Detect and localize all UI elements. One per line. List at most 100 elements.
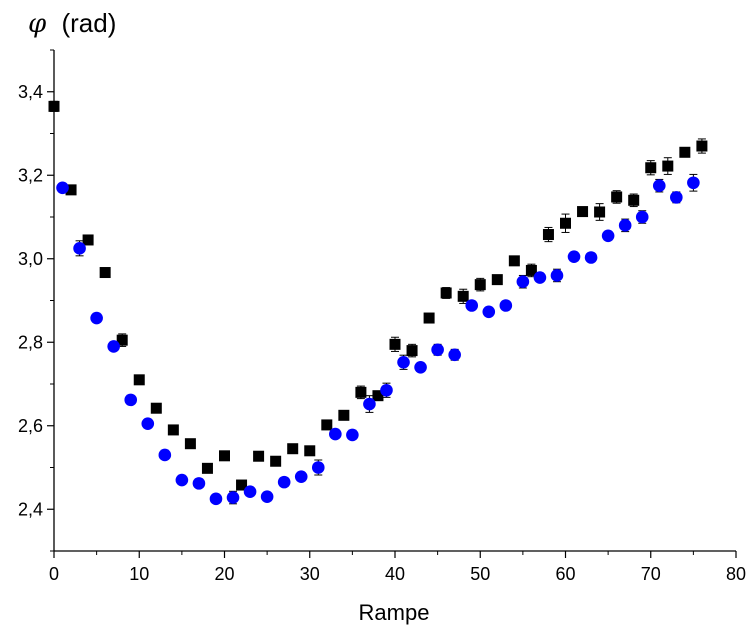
circle-marker xyxy=(260,490,274,504)
circle-marker xyxy=(124,393,138,407)
square-marker xyxy=(423,312,435,324)
square-marker xyxy=(491,274,503,286)
data-markers xyxy=(48,100,708,506)
square-marker xyxy=(338,409,350,421)
square-marker xyxy=(116,334,128,346)
y-tick-label: 2,4 xyxy=(18,499,43,519)
y-tick-label: 2,6 xyxy=(18,416,43,436)
square-marker xyxy=(287,443,299,455)
square-marker xyxy=(645,162,657,174)
square-marker xyxy=(184,438,196,450)
square-marker xyxy=(150,402,162,414)
circle-marker xyxy=(618,219,632,232)
square-marker xyxy=(560,217,571,229)
circle-marker xyxy=(107,340,120,353)
circle-marker xyxy=(243,485,257,499)
circle-marker xyxy=(363,397,376,411)
circle-marker xyxy=(90,311,103,325)
square-marker xyxy=(48,100,60,112)
square-marker xyxy=(201,462,213,474)
circle-marker xyxy=(482,305,496,319)
circle-marker xyxy=(346,428,359,442)
x-tick-label: 30 xyxy=(300,564,320,584)
circle-marker xyxy=(141,417,155,430)
y-axis-symbol: φ xyxy=(28,9,47,39)
circle-marker xyxy=(380,383,393,397)
square-marker xyxy=(253,450,265,462)
y-tick-label: 3,4 xyxy=(18,82,43,102)
circle-marker xyxy=(397,355,410,369)
circle-marker xyxy=(158,448,172,462)
circle-marker xyxy=(635,210,649,224)
x-tick-label: 70 xyxy=(641,564,661,584)
square-marker xyxy=(321,419,333,431)
circle-marker xyxy=(192,477,206,490)
axes: 0 10 20 30 40 50 60 70 80 2,4 2,6 2,8 3,0 3,2 3,4 xyxy=(18,49,746,584)
circle-marker xyxy=(73,242,86,255)
square-marker xyxy=(457,290,469,302)
square-marker xyxy=(236,479,248,491)
circle-marker xyxy=(311,461,325,474)
square-marker xyxy=(628,194,640,206)
y-tick-label: 3,2 xyxy=(18,165,43,185)
square-marker xyxy=(474,279,486,291)
square-marker xyxy=(99,267,111,279)
y-axis-unit: (rad) xyxy=(61,8,116,38)
square-marker xyxy=(611,191,623,203)
x-tick-label: 10 xyxy=(129,564,149,584)
x-tick-label: 80 xyxy=(726,564,746,584)
circle-marker xyxy=(226,491,240,504)
square-marker xyxy=(508,255,520,267)
error-bars xyxy=(50,100,706,505)
circle-marker xyxy=(329,427,342,441)
x-tick-label: 20 xyxy=(214,564,234,584)
circle-marker xyxy=(687,176,700,190)
circle-marker xyxy=(175,473,189,487)
circle-marker xyxy=(516,275,530,289)
circle-marker xyxy=(499,299,513,312)
circle-marker xyxy=(670,191,683,204)
square-marker xyxy=(662,160,674,172)
circle-marker xyxy=(652,179,666,192)
circle-marker xyxy=(550,269,564,282)
square-marker xyxy=(389,338,401,350)
circle-marker xyxy=(431,343,444,357)
circle-marker xyxy=(56,181,69,195)
square-marker xyxy=(270,455,282,467)
square-marker xyxy=(219,450,230,462)
square-marker xyxy=(82,234,94,246)
square-marker xyxy=(542,229,554,241)
square-marker xyxy=(167,424,179,436)
x-tick-label: 50 xyxy=(470,564,490,584)
square-marker xyxy=(594,206,606,218)
square-marker xyxy=(406,345,418,357)
x-axis-title: Rampe xyxy=(359,600,430,625)
circle-marker xyxy=(601,229,615,243)
circle-marker xyxy=(209,492,223,506)
square-marker xyxy=(440,287,452,299)
circle-marker xyxy=(277,475,291,489)
square-marker xyxy=(355,386,367,398)
x-tick-label: 60 xyxy=(555,564,575,584)
circle-marker xyxy=(448,348,461,362)
circle-marker xyxy=(567,250,581,263)
square-marker xyxy=(304,445,316,457)
y-tick-label: 2,8 xyxy=(18,332,43,352)
square-marker xyxy=(372,390,384,402)
y-axis-title: φ (rad) xyxy=(28,8,116,39)
square-marker xyxy=(65,184,77,196)
square-marker xyxy=(679,146,691,158)
y-tick-label: 3,0 xyxy=(18,249,43,269)
circle-marker xyxy=(414,361,427,374)
square-marker xyxy=(696,140,708,152)
circle-marker xyxy=(465,299,479,312)
circle-marker xyxy=(584,251,598,264)
circle-marker xyxy=(294,470,308,483)
square-marker xyxy=(525,264,537,276)
square-marker xyxy=(577,206,589,218)
x-tick-label: 40 xyxy=(385,564,405,584)
square-marker xyxy=(133,374,145,386)
x-tick-label: 0 xyxy=(49,564,59,584)
circle-marker xyxy=(533,271,547,284)
